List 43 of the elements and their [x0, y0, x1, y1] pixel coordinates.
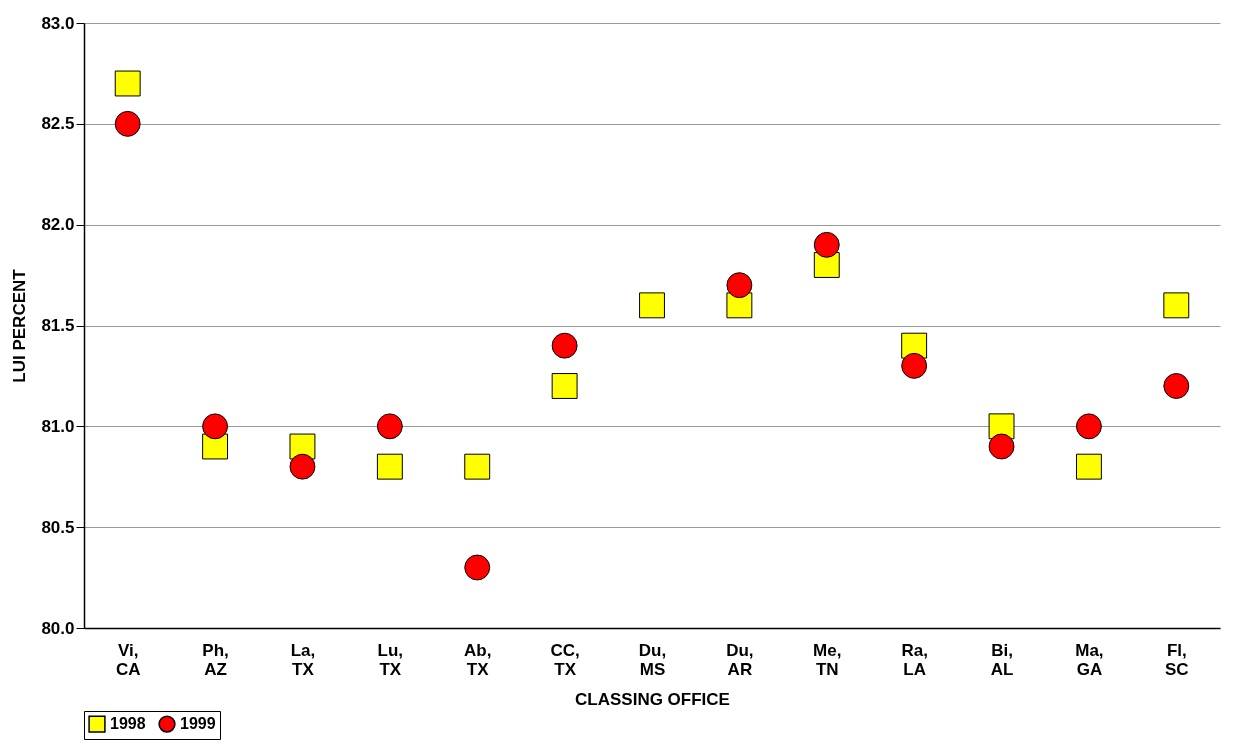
point [901, 352, 928, 379]
y-tick-label: 83.0 [41, 13, 75, 33]
point [464, 554, 491, 581]
x-tick-label: Ra, LA [901, 640, 928, 679]
point [114, 70, 141, 97]
y-tick-label: 82.5 [41, 114, 75, 134]
point [551, 332, 578, 359]
x-tick-label: Ab, TX [464, 640, 492, 679]
point [1075, 453, 1102, 480]
x-tick-label: Lu, TX [377, 640, 404, 679]
x-tick-label: Ph, AZ [202, 640, 229, 679]
point [202, 413, 229, 440]
point [639, 292, 665, 319]
point [726, 272, 753, 299]
y-tick-label: 81.0 [41, 416, 75, 436]
y-tick-label: 80.5 [41, 517, 75, 537]
point [1075, 413, 1102, 440]
y-tick-label: 81.5 [41, 316, 75, 335]
point [1163, 373, 1190, 399]
point [376, 413, 403, 440]
y-tick-label: 82.0 [41, 215, 75, 235]
x-tick-label: CC, TX [550, 640, 580, 679]
point [813, 231, 840, 258]
point [988, 433, 1015, 460]
x-tick-label: Fl, SC [1165, 640, 1189, 679]
y-tick-label: 80.0 [41, 618, 75, 638]
point [289, 453, 316, 480]
point [114, 110, 141, 137]
legend-label: 1999 [180, 715, 216, 733]
x-tick-label: Me, TN [813, 640, 842, 679]
point [464, 453, 491, 480]
x-tick-label: Du, AR [726, 640, 754, 679]
x-tick-label: La, TX [290, 640, 316, 679]
point [376, 453, 403, 480]
x-tick-label: Ma, GA [1075, 640, 1104, 679]
x-axis-title: CLASSING OFFICE [575, 689, 730, 709]
y-axis-title: LUI PERCENT [10, 268, 30, 383]
x-tick-label: Vi, CA [115, 640, 141, 679]
point [1163, 292, 1190, 319]
x-tick-label: Du, MS [638, 640, 667, 679]
point [551, 373, 578, 399]
x-tick-label: Bi, AL [990, 640, 1014, 679]
legend-label: 1998 [110, 715, 146, 733]
